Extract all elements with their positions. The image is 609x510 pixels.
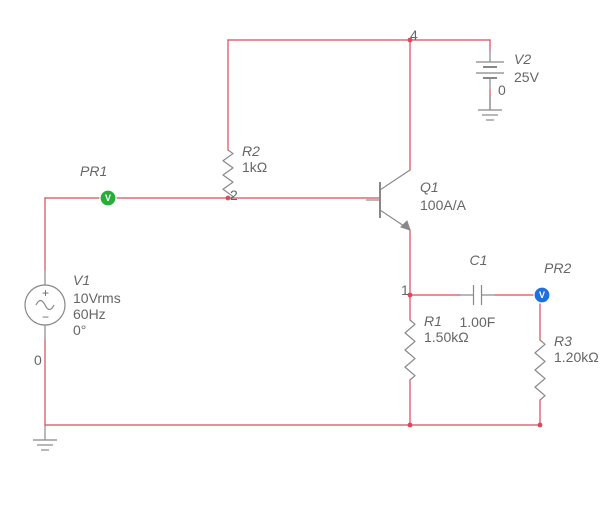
probe-pr2-glyph: V [539,290,545,300]
v2-value: 25V [514,69,540,85]
v1-name: V1 [73,272,90,288]
probe-pr1-glyph: V [105,193,111,203]
r3-name: R3 [554,333,572,349]
node-label-0: 0 [34,352,42,368]
r1-name: R1 [424,313,442,329]
probe-pr1-label: PR1 [80,163,107,179]
v1-sine [36,301,54,310]
r3-value: 1.20kΩ [554,349,599,365]
c1-value: 1.00F [460,314,496,330]
r1-value: 1.50kΩ [424,329,469,345]
q1-arrow [401,221,410,230]
c1-name: C1 [470,252,488,268]
v2-name: V2 [514,51,531,67]
junction-3 [408,423,413,428]
v1-v3: 0° [73,322,86,338]
v1-plus: + [42,286,49,300]
v1-v2: 60Hz [73,306,106,322]
v1-v1: 10Vrms [73,290,121,306]
r2-name: R2 [242,143,260,159]
q1-collector [380,170,410,190]
node-label-0: 0 [498,82,506,98]
probe-pr2: V [534,287,550,303]
node-label-4: 4 [410,27,418,43]
r3-symbol [535,340,545,400]
probe-pr1: V [100,190,116,206]
node-label-2: 2 [230,187,238,203]
q1-name: Q1 [420,179,439,195]
v1-minus: − [42,310,49,324]
node-label-1: 1 [401,282,409,298]
q1-value: 100A/A [420,197,467,213]
r1-symbol [405,320,415,380]
junction-4 [538,423,543,428]
r2-value: 1kΩ [242,159,267,175]
probe-pr2-label: PR2 [544,260,571,276]
wires-group [45,38,542,428]
